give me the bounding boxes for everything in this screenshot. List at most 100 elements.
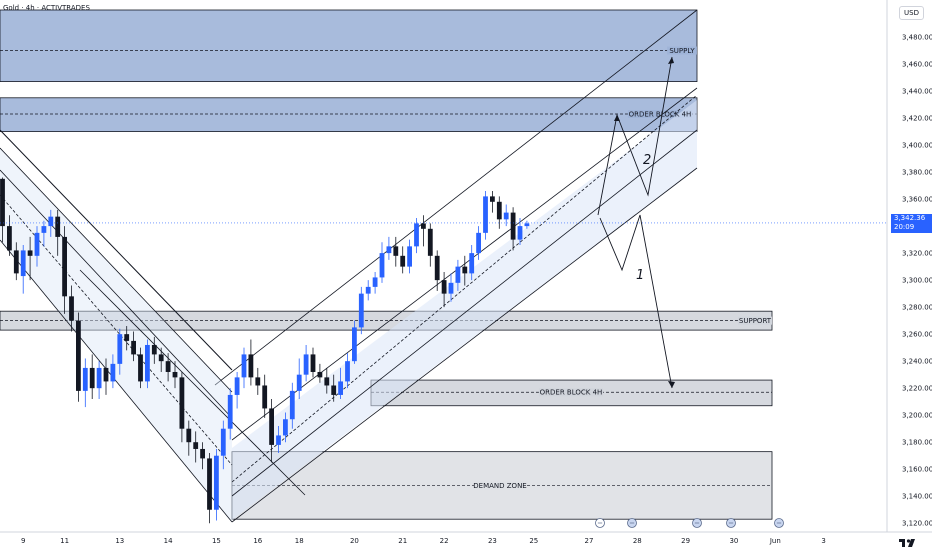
x-tick-label: 30: [729, 537, 738, 545]
candle: [124, 326, 130, 351]
zone-label: ORDER BLOCK 4H: [540, 389, 603, 397]
event-marker-icon: [774, 518, 784, 528]
candle: [393, 236, 399, 267]
bullish-projection-path: [597, 56, 673, 216]
candle-body: [448, 282, 454, 294]
candle-body: [331, 385, 337, 395]
projection-paths: 21: [0, 56, 887, 389]
candle: [55, 209, 61, 256]
candle: [372, 272, 378, 294]
candle-body: [124, 334, 130, 341]
x-tick-label: 21: [398, 537, 407, 545]
candle-body: [386, 246, 392, 254]
candle-body: [462, 266, 468, 274]
candle: [241, 347, 247, 389]
candle-body: [7, 226, 12, 251]
candle-body: [455, 266, 461, 283]
candle: [303, 344, 309, 382]
candle-body: [220, 428, 226, 456]
currency-unit-label[interactable]: USD: [899, 6, 924, 20]
descending-channel-lower: [0, 239, 233, 523]
last-price-tag: 3,342.36 20:09: [891, 213, 932, 233]
candle-body: [255, 377, 261, 386]
zone-label: SUPPORT: [739, 317, 772, 325]
zone-label: DEMAND ZONE: [473, 482, 526, 490]
y-tick-label: 3,140.00: [902, 493, 932, 501]
candle-body: [283, 419, 288, 436]
candle-body: [427, 228, 433, 256]
zone-box: [0, 9, 698, 82]
descending-channel-upper: [0, 147, 233, 393]
candle: [234, 371, 240, 409]
x-tick-label: 9: [21, 537, 25, 545]
candle-body: [82, 367, 88, 391]
candle: [455, 259, 461, 291]
candle: [496, 196, 502, 229]
y-tick-label: 3,120.00: [902, 520, 932, 528]
candle-body: [276, 435, 281, 445]
zone-labels: SUPPLY ORDER BLOCK 4H SUPPORT ORDER BLOCK 4…: [473, 47, 772, 490]
zone-box: [0, 97, 698, 132]
y-tick-label: 3,400.00: [902, 142, 932, 150]
candle-body: [186, 428, 192, 443]
candle-body: [62, 236, 67, 297]
candle-body: [76, 320, 81, 391]
candle-body: [496, 201, 502, 220]
x-tick-label: 16: [253, 537, 262, 545]
candle-body: [372, 277, 378, 287]
zones-layer: [0, 9, 773, 520]
event-marker-icon: [726, 518, 736, 528]
ascending-channel-upper: [214, 9, 698, 386]
candle: [289, 382, 295, 429]
candle: [427, 223, 433, 267]
candle-body: [179, 377, 185, 429]
candle: [200, 442, 205, 470]
candle: [48, 209, 54, 237]
candle: [7, 215, 12, 256]
candle: [20, 245, 26, 294]
tradingview-logo-icon[interactable]: [898, 537, 920, 548]
candle-body: [248, 354, 254, 378]
candle: [82, 358, 88, 408]
candle-body: [476, 232, 481, 254]
last-price-value: 3,342.36: [894, 213, 926, 222]
candle: [227, 388, 233, 440]
candle: [96, 361, 102, 399]
candle-body: [393, 246, 399, 256]
candle-body: [48, 216, 54, 227]
candle: [34, 226, 40, 267]
candle: [283, 412, 288, 443]
event-marker-icon: [627, 518, 637, 528]
candle: [69, 285, 74, 332]
candle: [476, 226, 481, 260]
wave-label-2: 2: [643, 153, 651, 168]
y-tick-label: 3,180.00: [902, 439, 932, 447]
candle: [296, 358, 302, 399]
candle: [220, 420, 226, 470]
candle: [13, 242, 19, 281]
candle: [379, 242, 385, 283]
x-tick-label: 23: [488, 537, 497, 545]
candle-body: [407, 246, 412, 267]
candle-body: [517, 226, 523, 240]
candle: [207, 453, 212, 524]
candle: [131, 331, 136, 362]
candle-body: [269, 408, 274, 445]
candle-body: [441, 280, 447, 294]
candle-body: [241, 354, 247, 378]
zone-label: SUPPLY: [669, 47, 695, 55]
candle-body: [234, 377, 240, 395]
candle: [89, 354, 95, 399]
y-tick-label: 3,480.00: [902, 34, 932, 42]
candle: [151, 336, 157, 364]
candle: [469, 245, 475, 281]
price-axis-bg: [887, 0, 932, 550]
chart-title: Gold · 4h · ACTIVTRADES: [3, 4, 90, 12]
candle: [324, 367, 330, 394]
candle-body: [131, 340, 136, 355]
candle: [158, 347, 164, 372]
candle-body: [27, 250, 33, 256]
